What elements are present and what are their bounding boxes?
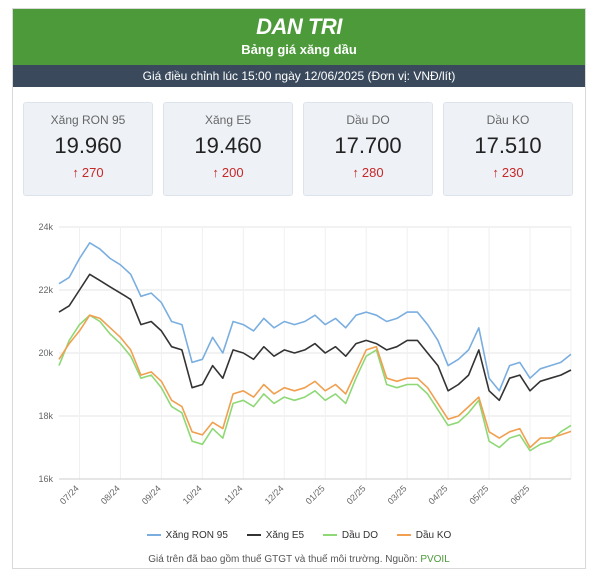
legend-item-do[interactable]: Dầu DO (322, 530, 378, 541)
y-tick-label: 20k (38, 348, 53, 358)
x-tick-label: 03/25 (386, 483, 409, 506)
legend-item-ron95[interactable]: Xăng RON 95 (146, 530, 228, 541)
chart-legend: Xăng RON 95 Xăng E5 Dầu DO Dầu KO (13, 530, 585, 541)
card-name: Dầu KO (486, 113, 530, 127)
price-cards: Xăng RON 95 19.960 ↑ 270 Xăng E5 19.460 ↑… (23, 102, 575, 196)
x-tick-label: 06/25 (508, 483, 531, 506)
card-name: Dầu DO (346, 113, 390, 127)
x-tick-label: 02/25 (345, 483, 368, 506)
y-tick-label: 16k (38, 474, 53, 484)
widget-title: Bảng giá xăng dầu (241, 42, 357, 57)
price-widget: DAN TRI Bảng giá xăng dầu Giá điều chỉnh… (12, 8, 586, 569)
change-value: 200 (221, 165, 244, 180)
card-price: 17.510 (474, 133, 542, 158)
y-tick-label: 18k (38, 411, 53, 421)
card-change: ↑ 280 (304, 165, 432, 181)
x-tick-label: 09/24 (140, 483, 163, 506)
header: DAN TRI Bảng giá xăng dầu (13, 9, 585, 65)
card-name: Xăng RON 95 (50, 113, 126, 127)
price-card-do: Dầu DO 17.700 ↑ 280 (303, 102, 433, 196)
legend-item-ko[interactable]: Dầu KO (396, 530, 451, 541)
x-tick-label: 05/25 (467, 483, 490, 506)
x-tick-label: 07/24 (58, 483, 81, 506)
arrow-up-icon: ↑ (72, 165, 79, 180)
series-line-1 (58, 273, 572, 402)
series-line-0 (58, 242, 572, 392)
change-value: 230 (501, 165, 524, 180)
card-change: ↑ 270 (24, 165, 152, 181)
legend-item-e5[interactable]: Xăng E5 (246, 530, 304, 541)
x-tick-label: 11/24 (222, 483, 245, 506)
y-tick-label: 24k (38, 222, 53, 232)
x-tick-label: 01/25 (304, 483, 327, 506)
change-value: 280 (361, 165, 384, 180)
card-name: Xăng E5 (204, 113, 252, 127)
y-tick-label: 22k (38, 285, 53, 295)
card-change: ↑ 200 (164, 165, 292, 181)
footnote: Giá trên đã bao gồm thuế GTGT và thuế mô… (148, 554, 450, 565)
x-tick-label: 10/24 (181, 483, 204, 506)
arrow-up-icon: ↑ (352, 165, 359, 180)
x-tick-label: 04/25 (427, 483, 450, 506)
arrow-up-icon: ↑ (212, 165, 219, 180)
x-tick-label: 12/24 (263, 483, 286, 506)
adjustment-info: Giá điều chỉnh lúc 15:00 ngày 12/06/2025… (13, 65, 585, 87)
source-link[interactable]: PVOIL (420, 554, 450, 565)
brand-logo[interactable]: DAN TRI (256, 14, 342, 39)
series-line-2 (58, 314, 572, 452)
price-history-chart: 16k 18k 20k 22k 24k 07/24 08/24 09/24 10/24 11/24… (38, 222, 572, 506)
price-card-e5: Xăng E5 19.460 ↑ 200 (163, 102, 293, 196)
price-card-ron95: Xăng RON 95 19.960 ↑ 270 (23, 102, 153, 196)
card-change: ↑ 230 (444, 165, 572, 181)
change-value: 270 (81, 165, 104, 180)
card-price: 19.460 (194, 133, 262, 158)
x-tick-label: 08/24 (99, 483, 122, 506)
arrow-up-icon: ↑ (492, 165, 499, 180)
card-price: 19.960 (54, 133, 122, 158)
price-card-ko: Dầu KO 17.510 ↑ 230 (443, 102, 573, 196)
series-line-3 (58, 314, 572, 449)
card-price: 17.700 (334, 133, 402, 158)
